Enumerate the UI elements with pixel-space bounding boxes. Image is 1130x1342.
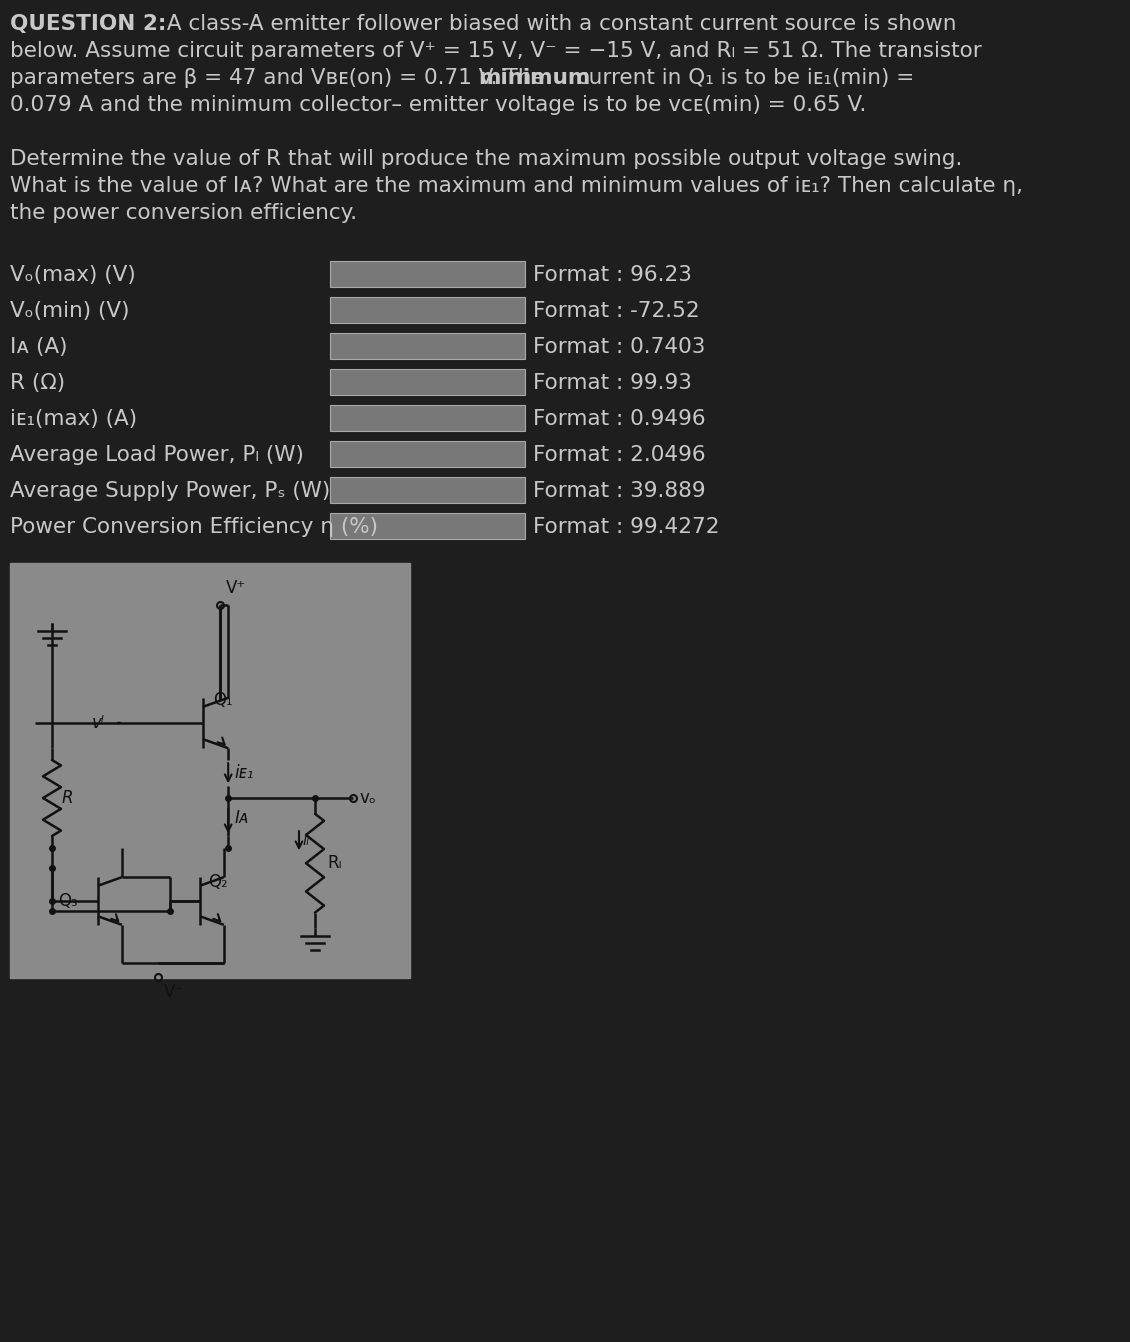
Text: Rₗ: Rₗ (327, 855, 341, 872)
FancyBboxPatch shape (330, 333, 525, 360)
Text: Format : 39.889: Format : 39.889 (533, 480, 705, 501)
Text: QUESTION 2:: QUESTION 2: (10, 13, 166, 34)
Text: iₗ: iₗ (302, 833, 308, 848)
Text: iᴇ₁: iᴇ₁ (234, 764, 253, 782)
Text: iᴇ₁(max) (A): iᴇ₁(max) (A) (10, 409, 137, 429)
FancyBboxPatch shape (330, 369, 525, 395)
Text: Iᴀ (A): Iᴀ (A) (10, 337, 68, 357)
Text: Vₒ(min) (V): Vₒ(min) (V) (10, 301, 130, 321)
Text: minimum: minimum (478, 68, 590, 89)
Text: V⁻: V⁻ (164, 982, 184, 1001)
Text: parameters are β = 47 and Vʙᴇ(on) = 0.71 V. The: parameters are β = 47 and Vʙᴇ(on) = 0.71… (10, 68, 551, 89)
Text: Format : 99.93: Format : 99.93 (533, 373, 692, 393)
FancyBboxPatch shape (330, 513, 525, 539)
FancyBboxPatch shape (330, 260, 525, 287)
Text: R: R (62, 789, 73, 807)
Text: Vₒ(max) (V): Vₒ(max) (V) (10, 264, 136, 285)
Text: Determine the value of R that will produce the maximum possible output voltage s: Determine the value of R that will produ… (10, 149, 963, 169)
Text: vₒ: vₒ (359, 789, 376, 807)
Text: Format : -72.52: Format : -72.52 (533, 301, 699, 321)
Text: Q₃: Q₃ (58, 892, 78, 910)
Text: current in Q₁ is to be iᴇ₁(min) =: current in Q₁ is to be iᴇ₁(min) = (570, 68, 914, 89)
Text: Average Load Power, Pₗ (W): Average Load Power, Pₗ (W) (10, 446, 304, 464)
Bar (10, 564, 410, 978)
Text: R (Ω): R (Ω) (10, 373, 66, 393)
Text: the power conversion efficiency.: the power conversion efficiency. (10, 203, 357, 223)
Text: Format : 99.4272: Format : 99.4272 (533, 517, 720, 537)
Text: Iᴀ: Iᴀ (234, 809, 249, 827)
Text: Format : 96.23: Format : 96.23 (533, 264, 692, 285)
Text: Power Conversion Efficiency η (%): Power Conversion Efficiency η (%) (10, 517, 379, 537)
Text: Format : 0.9496: Format : 0.9496 (533, 409, 705, 429)
Text: 0.079 A and the minimum collector– emitter voltage is to be vᴄᴇ(min) = 0.65 V.: 0.079 A and the minimum collector– emitt… (10, 95, 867, 115)
Text: Q₁: Q₁ (212, 691, 233, 709)
Text: Q₂: Q₂ (208, 874, 228, 891)
Text: Format : 2.0496: Format : 2.0496 (533, 446, 705, 464)
FancyBboxPatch shape (330, 297, 525, 323)
FancyBboxPatch shape (330, 442, 525, 467)
Text: A class-A emitter follower biased with a constant current source is shown: A class-A emitter follower biased with a… (160, 13, 956, 34)
Text: Average Supply Power, Pₛ (W): Average Supply Power, Pₛ (W) (10, 480, 330, 501)
FancyBboxPatch shape (330, 405, 525, 431)
FancyBboxPatch shape (330, 476, 525, 503)
Text: vᴵ: vᴵ (92, 714, 105, 731)
Text: V⁺: V⁺ (226, 578, 246, 597)
Text: Format : 0.7403: Format : 0.7403 (533, 337, 705, 357)
Text: What is the value of Iᴀ? What are the maximum and minimum values of iᴇ₁? Then ca: What is the value of Iᴀ? What are the ma… (10, 176, 1023, 196)
Text: below. Assume circuit parameters of V⁺ = 15 V, V⁻ = −15 V, and Rₗ = 51 Ω. The tr: below. Assume circuit parameters of V⁺ =… (10, 42, 982, 60)
